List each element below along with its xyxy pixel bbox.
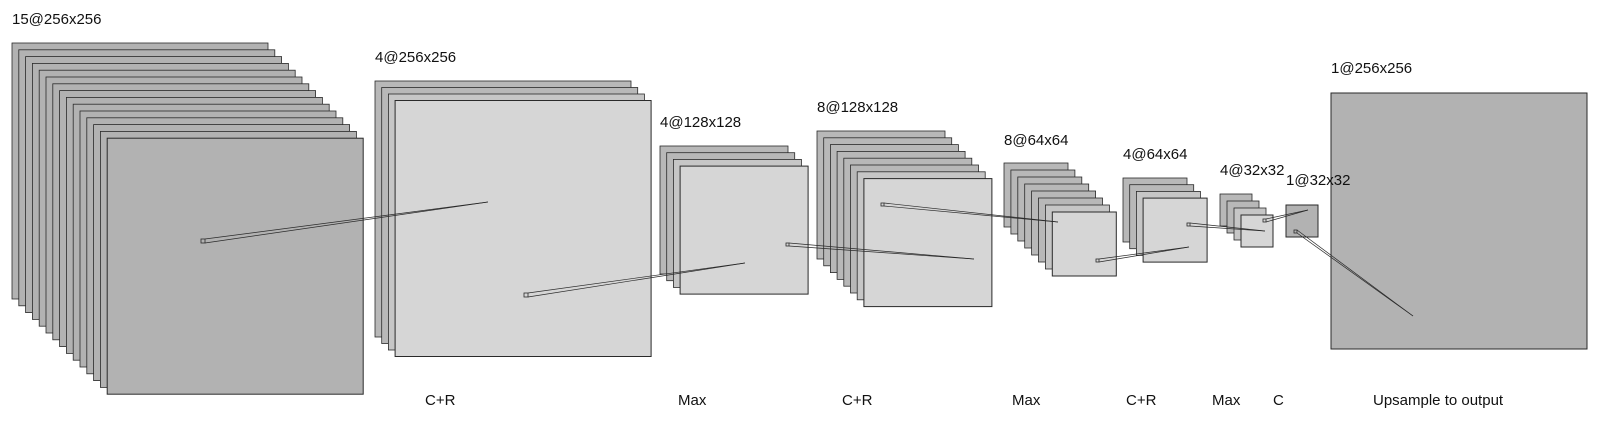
connection-line	[527, 262, 746, 298]
connection-line	[1098, 246, 1190, 263]
connection-line	[883, 202, 1059, 223]
feature-map-stack-5	[1003, 162, 1117, 277]
layer-labels: 15@256x256 4@256x256 4@128x128 8@128x128…	[12, 11, 1412, 189]
feature-map-stack-4	[816, 130, 993, 308]
feature-map	[1285, 204, 1319, 238]
operation-labels: C+R Max C+R Max C+R Max C Upsample to ou…	[425, 392, 1504, 409]
layer-label-5: 8@64x64	[1004, 132, 1068, 149]
connection-line	[1098, 246, 1190, 260]
receptive-field-box	[785, 242, 790, 247]
op-label-6: Max	[1212, 392, 1241, 409]
op-label-7: C	[1273, 392, 1284, 409]
layer-label-7: 4@32x32	[1220, 162, 1284, 179]
op-label-5: C+R	[1126, 392, 1157, 409]
connection-line	[204, 201, 489, 240]
feature-map	[1240, 214, 1274, 248]
layer-label-6: 4@64x64	[1123, 146, 1187, 163]
receptive-field-box	[1262, 218, 1267, 223]
layer-label-2: 4@256x256	[375, 49, 456, 66]
layer-label-8: 1@32x32	[1286, 172, 1350, 189]
feature-map-stacks	[11, 42, 1588, 395]
feature-map-stack-1	[11, 42, 364, 395]
layer-label-1: 15@256x256	[12, 11, 101, 28]
feature-map-stack-8	[1285, 204, 1319, 238]
feature-map-stack-6	[1122, 177, 1208, 263]
connection-line	[883, 205, 1059, 223]
receptive-field-box	[1186, 222, 1191, 227]
receptive-field-box	[523, 292, 529, 298]
feature-map	[1330, 92, 1588, 350]
op-label-2: Max	[678, 392, 707, 409]
connection-line	[1189, 222, 1266, 232]
op-label-4: Max	[1012, 392, 1041, 409]
connection-line	[788, 245, 975, 260]
feature-map	[1142, 197, 1208, 263]
feature-map-stack-2	[374, 80, 652, 357]
feature-map-stack-9	[1330, 92, 1588, 350]
feature-map	[106, 137, 364, 395]
layer-label-3: 4@128x128	[660, 114, 741, 131]
connection-line	[1296, 229, 1414, 317]
connection-line	[1189, 225, 1266, 232]
connection-line	[788, 242, 975, 260]
feature-map	[394, 100, 652, 357]
feature-map	[679, 165, 809, 295]
feature-map-stack-7	[1219, 193, 1274, 248]
connection-line	[1265, 209, 1309, 220]
connection-lines	[200, 201, 1414, 317]
op-label-8: Upsample to output	[1373, 392, 1504, 409]
receptive-field-box	[1293, 229, 1298, 234]
feature-map-stack-3	[659, 145, 809, 295]
connection-line	[204, 201, 489, 244]
op-label-1: C+R	[425, 392, 456, 409]
layer-label-9: 1@256x256	[1331, 60, 1412, 77]
layer-label-4: 8@128x128	[817, 99, 898, 116]
connection-line	[1265, 209, 1309, 223]
feature-map	[863, 178, 993, 308]
receptive-field-box	[1095, 258, 1100, 263]
connection-line	[1296, 232, 1414, 317]
receptive-field-box	[200, 238, 206, 244]
receptive-field-box	[880, 202, 885, 207]
feature-map	[1051, 211, 1117, 277]
connection-line	[527, 262, 746, 294]
op-label-3: C+R	[842, 392, 873, 409]
